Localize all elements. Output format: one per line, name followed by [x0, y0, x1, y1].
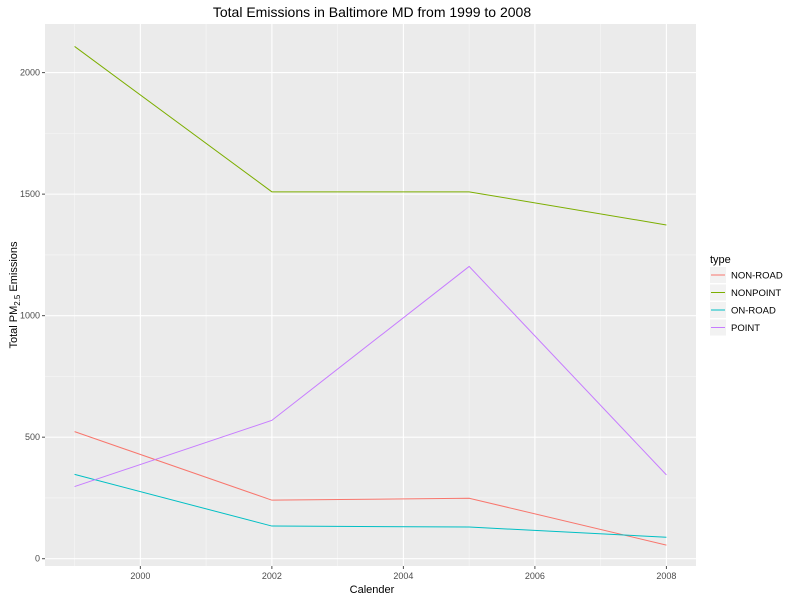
legend-label: ON-ROAD — [731, 306, 776, 317]
legend-title: type — [710, 254, 731, 266]
y-axis-ticks: 0 500 1000 1500 2000 — [20, 68, 45, 564]
y-tick-label: 1500 — [20, 189, 40, 199]
x-tick-label: 2004 — [393, 571, 413, 581]
legend-item-on-road: ON-ROAD — [710, 302, 776, 318]
series-line-nonpoint — [74, 46, 667, 226]
legend: type NON-ROAD NONPOINT ON-ROAD POINT — [710, 254, 783, 336]
y-axis-title-suffix: Emissions — [8, 241, 20, 295]
minor-gridlines — [45, 24, 696, 566]
series-line-non-road — [74, 431, 667, 546]
x-tick-label: 2008 — [656, 571, 676, 581]
x-axis-ticks: 2000 2002 2004 2006 2008 — [130, 566, 676, 581]
y-tick-label: 500 — [25, 432, 40, 442]
plot-panel — [45, 24, 696, 566]
y-tick-label: 2000 — [20, 68, 40, 78]
x-tick-label: 2006 — [525, 571, 545, 581]
x-tick-label: 2002 — [262, 571, 282, 581]
y-axis-title-prefix: Total PM — [8, 306, 20, 349]
y-tick-label: 0 — [35, 554, 40, 564]
legend-label: POINT — [731, 323, 760, 334]
legend-label: NONPOINT — [731, 288, 781, 299]
y-tick-label: 1000 — [20, 311, 40, 321]
major-gridlines — [45, 24, 696, 566]
chart-title: Total Emissions in Baltimore MD from 199… — [213, 4, 531, 20]
series-line-point — [74, 265, 667, 488]
legend-item-non-road: NON-ROAD — [710, 267, 783, 283]
y-axis-title-subscript: 2.5 — [13, 294, 22, 306]
legend-item-nonpoint: NONPOINT — [710, 284, 781, 301]
x-tick-label: 2000 — [130, 571, 150, 581]
series-line-on-road — [74, 473, 667, 538]
legend-item-point: POINT — [710, 319, 760, 336]
legend-items: NON-ROAD NONPOINT ON-ROAD POINT — [710, 267, 783, 336]
legend-label: NON-ROAD — [731, 271, 783, 282]
y-axis-title: Total PM2.5 Emissions — [8, 241, 22, 349]
x-axis-title: Calender — [350, 584, 395, 596]
series-lines — [74, 46, 667, 546]
